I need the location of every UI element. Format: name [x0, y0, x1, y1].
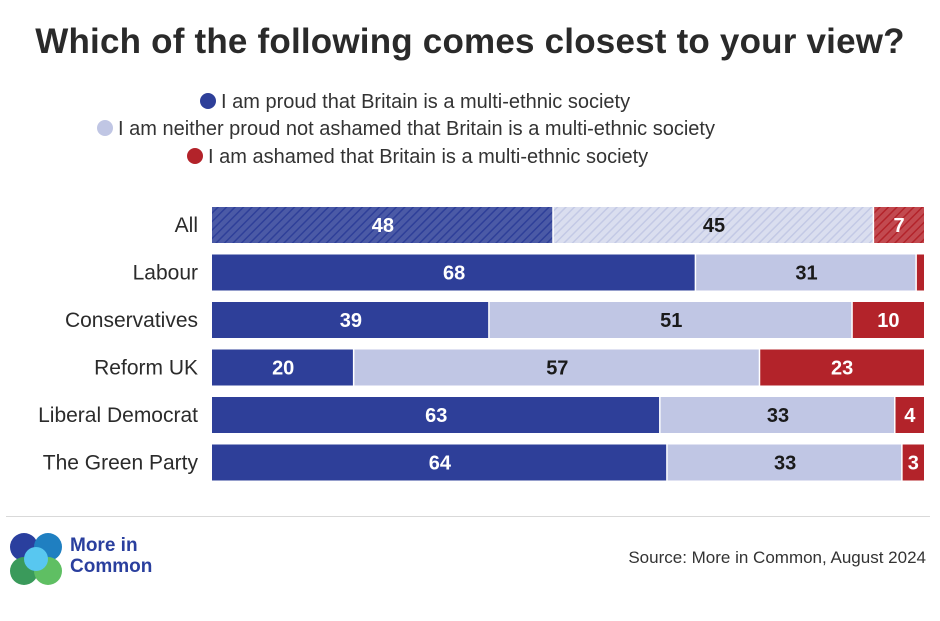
bar-segment-ashamed — [874, 207, 924, 243]
data-label-neither: 57 — [546, 358, 568, 380]
data-label-ashamed: 3 — [908, 453, 919, 475]
data-label-proud: 20 — [272, 358, 294, 380]
legend-item-neither: I am neither proud not ashamed that Brit… — [97, 118, 715, 141]
bar-segment-neither — [489, 302, 852, 338]
brand-line-1: More in — [70, 535, 138, 556]
data-label-ashamed: 7 — [894, 215, 905, 237]
bar-segment-neither — [696, 254, 916, 291]
legend-label-neither: I am neither proud not ashamed that Brit… — [118, 118, 715, 140]
bar-segment-ashamed — [852, 302, 924, 338]
legend-item-proud: I am proud that Britain is a multi-ethni… — [200, 91, 630, 114]
data-label-neither: 33 — [774, 453, 796, 475]
data-label-ashamed: 4 — [904, 405, 916, 427]
legend-label-proud: I am proud that Britain is a multi-ethni… — [221, 91, 631, 113]
brand-name: More in Common — [70, 535, 180, 577]
data-label-ashamed: 10 — [877, 310, 899, 332]
data-label-proud: 39 — [340, 310, 362, 332]
bar-segment-proud — [212, 397, 660, 433]
category-label: The Green Party — [43, 452, 199, 475]
data-label-proud: 63 — [425, 405, 447, 427]
brand-line-2: Common — [70, 556, 153, 577]
bar-segment-neither — [354, 349, 759, 386]
legend-label-ashamed: I am ashamed that Britain is a multi-eth… — [208, 146, 649, 168]
footer-divider — [6, 516, 930, 517]
bar-segment-proud — [212, 444, 667, 481]
legend-item-ashamed: I am ashamed that Britain is a multi-eth… — [187, 146, 648, 169]
chart-title: Which of the following comes closest to … — [35, 22, 905, 61]
data-label-neither: 45 — [703, 215, 725, 237]
data-label-proud: 48 — [372, 215, 394, 237]
bar-segment-proud — [212, 349, 353, 386]
bar-segment-neither — [660, 397, 895, 433]
data-label-neither: 33 — [767, 405, 789, 427]
data-label-proud: 68 — [443, 263, 465, 285]
data-label-neither: 31 — [795, 263, 817, 285]
category-label: Labour — [133, 262, 198, 285]
data-label-proud: 64 — [429, 453, 452, 475]
bar-segment-ashamed — [760, 349, 924, 386]
bar-segment-neither — [667, 444, 902, 481]
legend-dot-proud-icon — [200, 93, 216, 109]
category-label: Reform UK — [94, 357, 198, 380]
more-in-common-logo-icon — [10, 533, 62, 585]
bar-segment-proud — [212, 302, 489, 338]
bar-segment-ashamed — [902, 444, 924, 481]
category-label: All — [175, 214, 198, 237]
category-label: Conservatives — [65, 309, 198, 332]
category-label: Liberal Democrat — [38, 404, 198, 427]
bar-segment-ashamed — [895, 397, 924, 433]
bar-segment-neither — [553, 207, 873, 243]
data-label-neither: 51 — [660, 310, 682, 332]
data-label-ashamed: 23 — [831, 358, 853, 380]
bar-segment-proud — [212, 207, 553, 243]
legend-dot-neither-icon — [97, 120, 113, 136]
bar-segment-ashamed — [916, 254, 924, 291]
bar-segment-proud — [212, 254, 695, 291]
legend-dot-ashamed-icon — [187, 148, 203, 164]
source-note: Source: More in Common, August 2024 — [628, 548, 926, 567]
